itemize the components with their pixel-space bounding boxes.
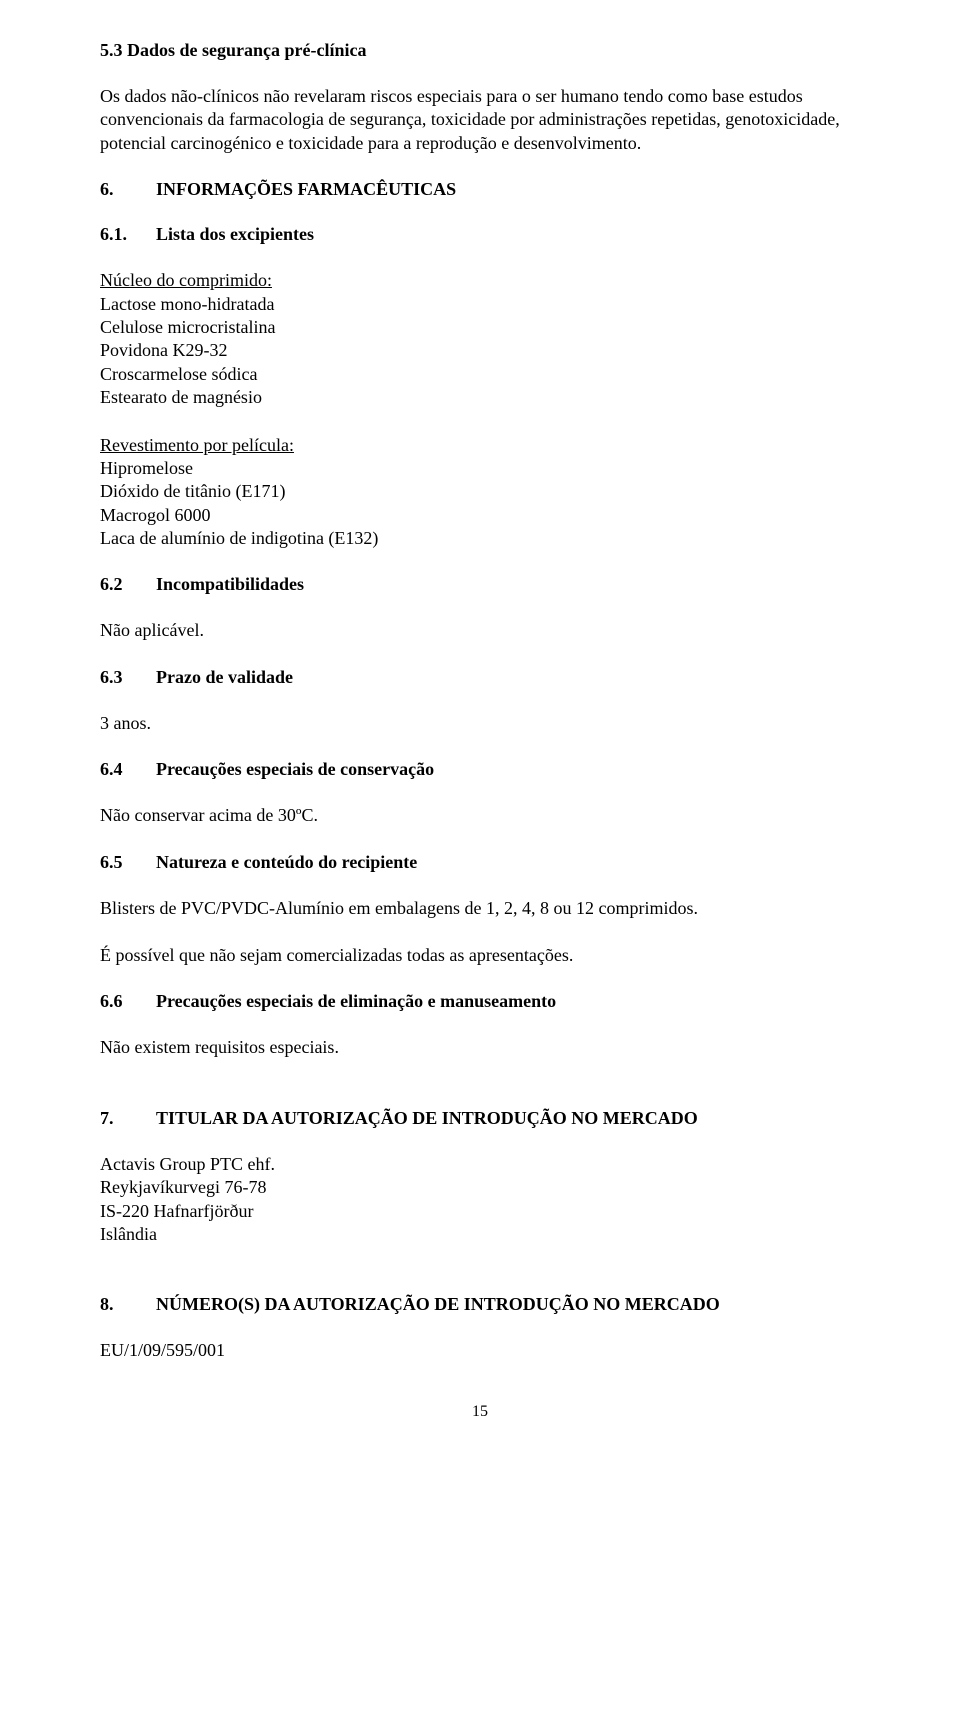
section-5-3-title: 5.3 Dados de segurança pré-clínica (100, 40, 860, 61)
section-6-6-heading: 6.6Precauções especiais de eliminação e … (100, 991, 860, 1012)
section-5-3-body: Os dados não-clínicos não revelaram risc… (100, 85, 860, 155)
section-8-heading: 8.NÚMERO(S) DA AUTORIZAÇÃO DE INTRODUÇÃO… (100, 1294, 860, 1315)
section-6-2-body: Não aplicável. (100, 619, 860, 642)
section-6-2-num: 6.2 (100, 574, 156, 595)
core-excipients-block: Núcleo do comprimido: Lactose mono-hidra… (100, 269, 860, 409)
film-item: Laca de alumínio de indigotina (E132) (100, 527, 860, 550)
page-number: 15 (100, 1403, 860, 1421)
section-6-5-body-1: Blisters de PVC/PVDC-Alumínio em embalag… (100, 897, 860, 920)
section-7-heading: 7.TITULAR DA AUTORIZAÇÃO DE INTRODUÇÃO N… (100, 1108, 860, 1129)
section-6-4-title: Precauções especiais de conservação (156, 759, 434, 779)
section-6-3-heading: 6.3Prazo de validade (100, 667, 860, 688)
section-6-1-heading: 6.1.Lista dos excipientes (100, 224, 860, 245)
section-6-6-num: 6.6 (100, 991, 156, 1012)
section-8-title: NÚMERO(S) DA AUTORIZAÇÃO DE INTRODUÇÃO N… (156, 1294, 720, 1314)
film-label: Revestimento por película: (100, 434, 860, 457)
film-item: Macrogol 6000 (100, 504, 860, 527)
film-coating-block: Revestimento por película: Hipromelose D… (100, 434, 860, 551)
section-6-4-heading: 6.4Precauções especiais de conservação (100, 759, 860, 780)
section-6-2-heading: 6.2Incompatibilidades (100, 574, 860, 595)
section-6-6-body: Não existem requisitos especiais. (100, 1036, 860, 1059)
core-item: Povidona K29-32 (100, 339, 860, 362)
section-8-num: 8. (100, 1294, 156, 1315)
section-6-2-title: Incompatibilidades (156, 574, 304, 594)
core-item: Croscarmelose sódica (100, 363, 860, 386)
section-6-5-body-2: É possível que não sejam comercializadas… (100, 944, 860, 967)
section-6-3-num: 6.3 (100, 667, 156, 688)
section-7-title: TITULAR DA AUTORIZAÇÃO DE INTRODUÇÃO NO … (156, 1108, 698, 1128)
holder-line: Reykjavíkurvegi 76-78 (100, 1176, 860, 1199)
holder-line: IS-220 Hafnarfjörður (100, 1200, 860, 1223)
section-6-4-body: Não conservar acima de 30ºC. (100, 804, 860, 827)
section-6-1-num: 6.1. (100, 224, 156, 245)
section-6-6-title: Precauções especiais de eliminação e man… (156, 991, 556, 1011)
holder-line: Actavis Group PTC ehf. (100, 1153, 860, 1176)
section-6-5-heading: 6.5Natureza e conteúdo do recipiente (100, 852, 860, 873)
document-page: 5.3 Dados de segurança pré-clínica Os da… (0, 0, 960, 1461)
section-6-3-title: Prazo de validade (156, 667, 293, 687)
core-label: Núcleo do comprimido: (100, 269, 860, 292)
section-6-5-num: 6.5 (100, 852, 156, 873)
section-6-heading: 6.INFORMAÇÕES FARMACÊUTICAS (100, 179, 860, 200)
film-item: Hipromelose (100, 457, 860, 480)
core-item: Lactose mono-hidratada (100, 293, 860, 316)
holder-address: Actavis Group PTC ehf. Reykjavíkurvegi 7… (100, 1153, 860, 1247)
section-6-title: INFORMAÇÕES FARMACÊUTICAS (156, 179, 456, 199)
section-6-5-title: Natureza e conteúdo do recipiente (156, 852, 417, 872)
section-7-num: 7. (100, 1108, 156, 1129)
film-item: Dióxido de titânio (E171) (100, 480, 860, 503)
authorization-code: EU/1/09/595/001 (100, 1339, 860, 1362)
section-6-3-body: 3 anos. (100, 712, 860, 735)
holder-line: Islândia (100, 1223, 860, 1246)
section-6-num: 6. (100, 179, 156, 200)
section-6-1-title: Lista dos excipientes (156, 224, 314, 244)
section-6-4-num: 6.4 (100, 759, 156, 780)
core-item: Estearato de magnésio (100, 386, 860, 409)
core-item: Celulose microcristalina (100, 316, 860, 339)
